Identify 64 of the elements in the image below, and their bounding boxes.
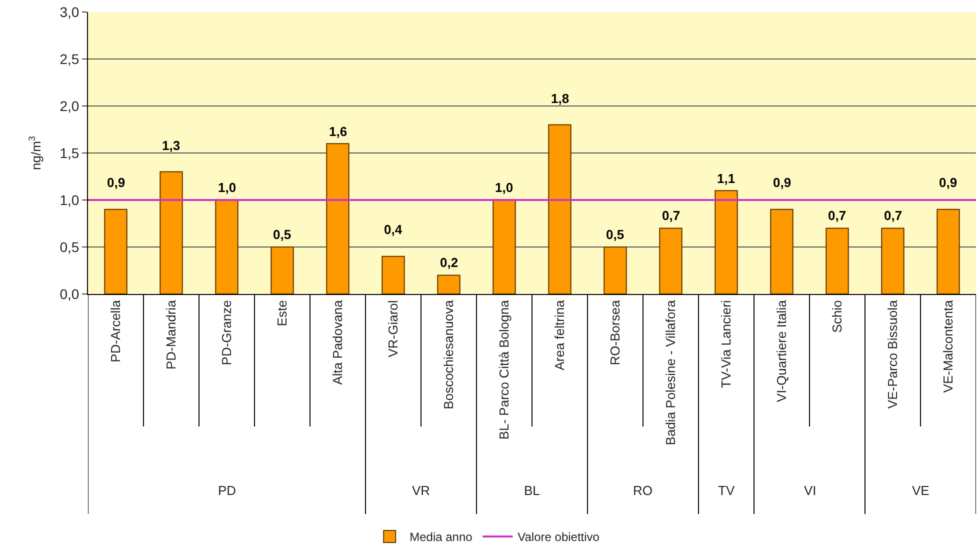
bar <box>437 274 460 294</box>
bar <box>104 208 128 294</box>
y-tick-label: 0,5 <box>60 238 80 255</box>
text: VR <box>412 483 430 498</box>
y-tick-label: 0,0 <box>60 286 80 302</box>
x-tick-label: RO-Borsea <box>607 299 622 366</box>
legend-label: Valore obiettivo <box>518 530 600 544</box>
bar <box>492 200 516 294</box>
text: VE <box>912 483 930 498</box>
data-label: 0,5 <box>606 227 624 242</box>
bar <box>881 228 904 294</box>
bar <box>659 228 682 294</box>
data-label: 0,7 <box>662 208 680 223</box>
data-label: 0,7 <box>884 208 902 223</box>
data-label: 1,6 <box>329 124 348 139</box>
data-label: 1,0 <box>495 180 514 195</box>
x-tick-label: Schio <box>829 300 844 333</box>
text: TV <box>718 483 735 498</box>
y-tick-label: 2,5 <box>60 50 80 67</box>
data-label: 0,9 <box>939 175 958 190</box>
data-label: 0,4 <box>384 222 403 237</box>
x-tick-label: VE-Malcontenta <box>940 299 956 393</box>
data-label: 1,8 <box>551 91 570 106</box>
bar <box>382 256 405 294</box>
data-label: 1,3 <box>162 138 180 153</box>
y-tick-label: 3,0 <box>60 4 80 20</box>
x-tick-label: Alta Padovana <box>330 299 345 385</box>
x-tick-label: VR-Giarol <box>385 300 400 358</box>
x-tick-label: Area feltrina <box>552 299 567 370</box>
text: PD <box>218 483 236 498</box>
bar <box>604 246 627 294</box>
x-tick-label: VE-Parco Bissuola <box>884 299 900 409</box>
y-tick-label: 2,0 <box>60 98 80 114</box>
x-tick-label: VI-Quartiere Italia <box>774 299 789 402</box>
x-tick-label: Boscochiesanuova <box>440 299 456 410</box>
data-label: 1,1 <box>717 171 736 186</box>
bar <box>770 208 794 294</box>
x-tick-label: Este <box>274 300 290 326</box>
x-tick-label: TV-Via Lancieri <box>718 300 734 388</box>
data-label: 1,0 <box>218 180 236 195</box>
data-label: 0,7 <box>828 208 846 223</box>
bar <box>326 143 350 294</box>
x-tick-label: PD-Arcella <box>108 299 123 362</box>
text: VI <box>804 483 816 498</box>
legend-label: Media anno <box>410 530 473 544</box>
bar <box>160 171 183 294</box>
x-tick-label: PD-Granze <box>218 300 234 366</box>
x-tick-label: PD-Mandria <box>163 299 178 370</box>
data-label: 0,5 <box>273 227 292 242</box>
x-tick-label: BL- Parco Città Bologna <box>496 299 512 440</box>
text: RO <box>633 483 652 498</box>
bar <box>215 200 238 294</box>
data-label: 0,9 <box>107 175 126 190</box>
y-tick-label: 1,0 <box>60 192 80 208</box>
bar <box>826 228 849 294</box>
x-tick-label: Badia Polesine - Villafora <box>662 299 678 446</box>
bar <box>270 246 294 294</box>
y-tick-label: 1,5 <box>60 144 80 161</box>
bar <box>714 190 738 294</box>
text: BL <box>524 483 540 498</box>
bar <box>548 124 572 294</box>
bar <box>936 208 960 294</box>
data-label: 0,9 <box>773 175 792 190</box>
data-label: 0,2 <box>440 255 458 270</box>
